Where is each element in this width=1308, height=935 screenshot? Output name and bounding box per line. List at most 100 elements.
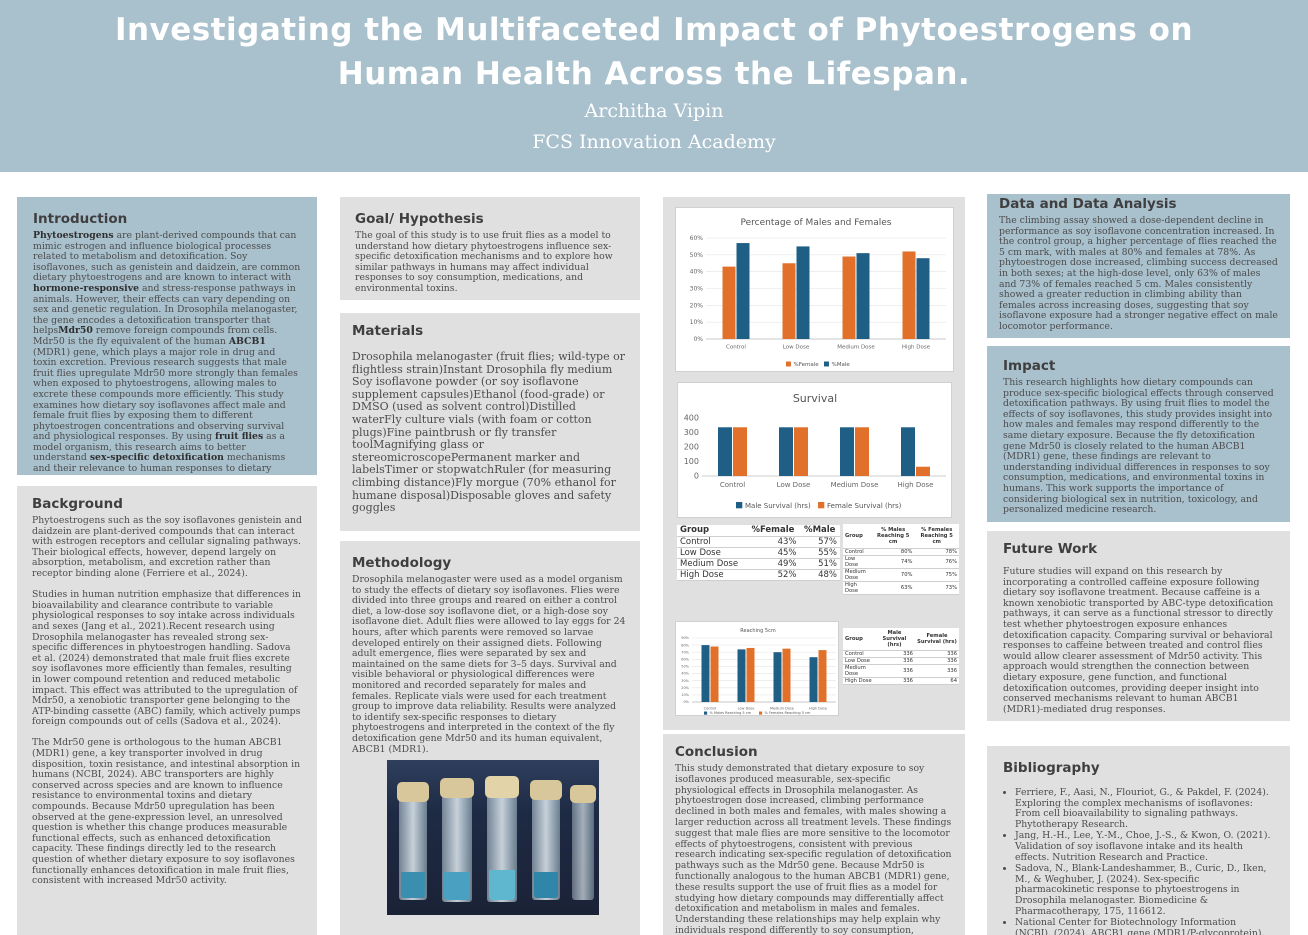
vial-image [572, 792, 594, 900]
bar-male [856, 253, 870, 339]
table-value-cell: 74% [871, 555, 915, 569]
methodology-text: Drosophila melanogaster were used as a m… [352, 574, 626, 755]
table-header: Group [843, 524, 872, 549]
table-value-cell: 336 [914, 650, 959, 658]
intro-text-segment: and stress-response pathways in animals.… [33, 282, 298, 337]
table-group-cell: Control [677, 536, 747, 548]
x-category-label: Low Dose [783, 345, 810, 351]
bar-female [722, 266, 736, 339]
bar-male [701, 645, 710, 702]
y-tick-label: 40% [681, 672, 689, 676]
table-group-cell: Medium Dose [843, 568, 872, 582]
bar-male [736, 243, 750, 339]
bar-female [733, 427, 747, 476]
legend-label: %Male [832, 362, 851, 368]
table-header: % Females Reaching 5 cm [914, 524, 959, 549]
table-header: %Female [746, 525, 800, 537]
vial-medium-image [401, 872, 425, 898]
bar-male [773, 652, 782, 702]
table-value-cell: 78% [914, 548, 959, 556]
intro-text-segment: remove foreign compounds from cells. Mdr… [33, 325, 278, 347]
poster-header: Investigating the Multifaceted Impact of… [0, 0, 1308, 172]
table-group-cell: High Dose [677, 569, 747, 581]
goal-panel: Goal/ Hypothesis The goal of this study … [340, 197, 640, 300]
impact-heading: Impact [1003, 358, 1056, 374]
x-category-label: Medium Dose [837, 345, 875, 351]
legend-swatch [824, 361, 829, 367]
table-row: Control 336 336 [843, 650, 959, 658]
bar-female [916, 466, 930, 476]
intro-text-segment: are plant-derived compounds that can mim… [33, 230, 301, 284]
table-group-cell: High Dose [843, 677, 874, 685]
legend-swatch [704, 711, 708, 715]
y-tick-label: 50% [681, 665, 689, 669]
chart-title: Percentage of Males and Females [741, 218, 892, 228]
data-analysis-text: The climbing assay showed a dose-depende… [999, 215, 1278, 332]
future-work-text: Future studies will expand on this resea… [1003, 566, 1274, 715]
y-tick-label: 60% [681, 658, 689, 662]
table-group-cell: Medium Dose [843, 664, 874, 678]
table-group-cell: High Dose [843, 581, 872, 595]
table-group-cell: Low Dose [843, 555, 872, 569]
introduction-text: Phytoestrogens are plant-derived compoun… [33, 230, 301, 475]
intro-bold-term: hormone-responsive [33, 282, 140, 294]
table-group-cell: Low Dose [677, 547, 747, 559]
bar-male [779, 427, 793, 476]
percentage-chart: Percentage of Males and Females 0% 10% 20%… [675, 207, 954, 372]
y-tick-label: 10% [681, 693, 689, 697]
table-row: Control 80% 78% [843, 548, 959, 556]
author-name: Architha Vipin [584, 100, 724, 122]
y-tick-label: 50% [690, 252, 704, 259]
fly-vials-photo [387, 760, 599, 915]
bar-female [842, 256, 856, 339]
title-line-1: Investigating the Multifaceted Impact of… [114, 12, 1194, 48]
table-group-cell: Control [843, 650, 874, 658]
bar-male [916, 258, 930, 339]
methodology-heading: Methodology [352, 555, 452, 571]
table-body: Control 43% 57% Low Dose 45% 55% Medium Dose 49… [677, 536, 840, 581]
table-value-cell: 336 [914, 657, 959, 665]
conclusion-heading: Conclusion [675, 744, 758, 760]
table-row: High Dose 52% 48% [677, 569, 840, 581]
table-value-cell: 51% [799, 558, 840, 570]
y-tick-label: 0% [683, 700, 689, 704]
bar-female [794, 427, 808, 476]
bar-male [901, 427, 915, 476]
intro-text-segment: (MDR1) gene, which plays a major role in… [33, 346, 298, 443]
intro-text-segment: mechanisms and their relevance to human … [33, 452, 286, 475]
vial-plug-image [485, 776, 519, 798]
table-value-cell: 336 [914, 664, 959, 678]
y-tick-label: 40% [690, 269, 704, 276]
table-row: Low Dose 74% 76% [843, 555, 959, 569]
vial-plug-image [530, 780, 562, 800]
x-category-label: Control [704, 707, 717, 711]
table-value-cell: 43% [746, 536, 800, 548]
table-value-cell: 57% [799, 536, 840, 548]
materials-heading: Materials [352, 323, 424, 339]
legend-label: %Female [794, 362, 820, 368]
x-category-label: Medium Dose [831, 481, 879, 489]
table-row: Control 43% 57% [677, 536, 840, 548]
table-row: Medium Dose 336 336 [843, 664, 959, 678]
table-value-cell: 63% [871, 581, 915, 595]
y-tick-label: 30% [681, 679, 689, 683]
legend-label: % Males Reaching 5 cm [710, 711, 752, 715]
table-value-cell: 64 [914, 677, 959, 685]
table-value-cell: 45% [746, 547, 800, 559]
background-text: Phytoestrogens such as the soy isoflavon… [32, 515, 302, 887]
bibliography-panel: Bibliography Ferriere, F., Aasi, N., Flo… [987, 746, 1290, 935]
x-category-label: Medium Dose [770, 707, 794, 711]
table-value-cell: 336 [873, 664, 915, 678]
table-value-cell: 55% [799, 547, 840, 559]
y-tick-label: 0% [693, 336, 703, 343]
x-category-label: High Dose [898, 481, 934, 489]
table-value-cell: 49% [746, 558, 800, 570]
bar-female [710, 646, 719, 702]
goal-heading: Goal/ Hypothesis [355, 211, 484, 227]
table-header: %Male [799, 525, 840, 537]
bar-female [902, 251, 916, 339]
table-body: Control 80% 78% Low Dose 74% 76% Medium Dose 70… [843, 548, 959, 595]
table-header: Female Survival (hrs) [914, 628, 959, 651]
bar-male [718, 427, 732, 476]
y-tick-label: 70% [681, 650, 689, 654]
